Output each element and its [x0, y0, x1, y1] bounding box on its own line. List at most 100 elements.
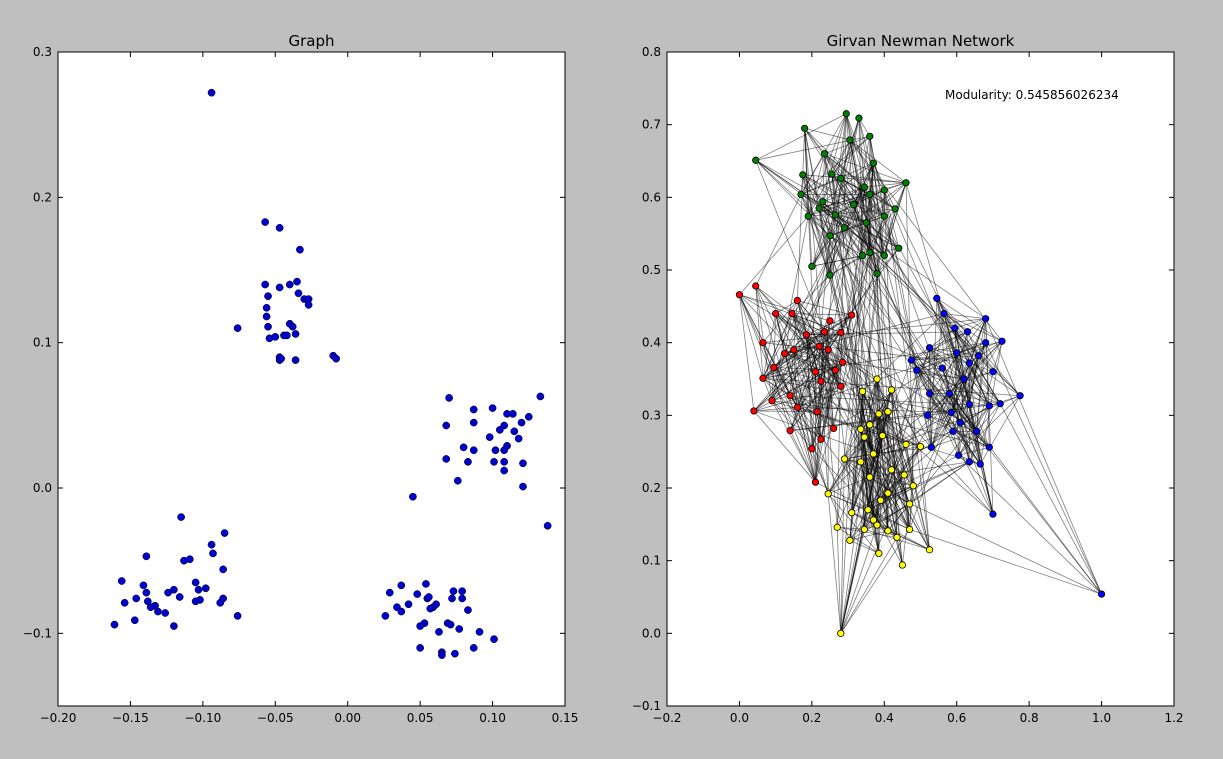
network-edge	[968, 404, 994, 515]
network-node	[848, 311, 856, 319]
network-edge	[844, 435, 883, 460]
graph-point	[426, 604, 435, 613]
graph-point	[209, 549, 217, 558]
network-node	[866, 190, 874, 199]
network-edge	[891, 469, 911, 530]
graph-point	[500, 466, 509, 475]
network-edge	[842, 314, 853, 363]
graph-point	[455, 625, 464, 633]
graph-point	[142, 588, 151, 597]
girvan-newman-ytick-label: 0.3	[642, 408, 661, 422]
network-edge	[930, 393, 950, 448]
network-node	[819, 198, 827, 206]
network-edge	[979, 463, 994, 515]
network-edge	[811, 186, 865, 267]
network-node	[815, 342, 823, 350]
network-node	[759, 374, 767, 382]
network-edge	[827, 458, 845, 494]
network-edge	[869, 435, 883, 478]
network-edge	[811, 227, 845, 267]
network-edge	[844, 458, 905, 476]
network-edge	[849, 139, 885, 191]
network-edge	[878, 413, 994, 515]
graph-ticks: −0.20 −0.15 −0.10 −0.05 0.00 0.05 0.10 0.15 −0.1…	[23, 45, 579, 725]
network-edge	[836, 527, 842, 634]
network-edge	[753, 410, 874, 455]
network-node	[913, 366, 921, 374]
network-edge	[853, 204, 930, 394]
network-edge	[883, 189, 918, 371]
network-edge	[911, 359, 990, 407]
graph-point	[117, 577, 126, 585]
girvan-newman-xtick-label: 1.2	[1164, 711, 1183, 725]
network-edge	[930, 352, 958, 448]
network-node	[826, 317, 834, 325]
graph-ytick-label: 0.1	[33, 336, 52, 350]
network-edge	[831, 174, 898, 538]
network-edge	[840, 458, 845, 634]
network-edge	[844, 378, 878, 460]
network-node	[829, 424, 838, 433]
network-node	[768, 397, 776, 405]
network-edge	[753, 361, 843, 412]
network-edge	[802, 174, 854, 205]
network-node	[902, 179, 910, 187]
network-node	[801, 124, 809, 132]
network-node	[797, 190, 805, 199]
graph-point	[233, 612, 242, 620]
graph-point	[275, 283, 284, 292]
network-edge	[840, 524, 878, 634]
graph-point	[458, 587, 467, 596]
network-edge	[797, 300, 932, 448]
graph-point	[130, 616, 139, 625]
network-node	[956, 418, 964, 427]
network-node	[772, 309, 780, 318]
network-edge	[865, 222, 878, 274]
network-edge	[762, 377, 952, 413]
network-edge	[911, 331, 968, 361]
graph-point	[264, 322, 272, 331]
graph-xtick-label: 0.05	[407, 711, 434, 725]
girvan-newman-ytick-label: 0.2	[642, 481, 661, 495]
graph-point	[442, 455, 451, 463]
network-edge	[869, 424, 874, 454]
network-edge	[840, 529, 865, 634]
graph-point	[294, 289, 303, 298]
graph-point	[381, 612, 390, 620]
graph-point	[449, 587, 458, 596]
graph-point	[146, 603, 155, 612]
girvan-newman-ticks: −0.2 0.0 0.2 0.4 0.6 0.8 1.0 1.2 −0.1 0.0 0.1 0.2 0.…	[632, 45, 1184, 725]
graph-point	[385, 588, 394, 597]
girvan-newman-xtick-label: 1.0	[1092, 711, 1111, 725]
network-edge	[969, 362, 990, 407]
graph-point	[451, 649, 459, 658]
network-edge	[762, 361, 843, 379]
graph-title: Graph	[288, 32, 334, 50]
girvan-newman-xtick-label: 0.0	[730, 711, 749, 725]
network-edge	[916, 327, 956, 371]
network-node	[846, 536, 854, 544]
network-edge	[911, 347, 930, 361]
network-node	[817, 377, 825, 385]
network-edge	[791, 313, 852, 316]
graph-point	[271, 333, 280, 341]
network-node	[875, 410, 883, 418]
network-node	[860, 433, 868, 441]
graph-ytick-label: 0.2	[33, 190, 52, 204]
network-node	[938, 364, 946, 372]
network-edge	[811, 255, 863, 267]
network-edge	[929, 393, 954, 432]
graph-xtick-label: 0.00	[334, 711, 361, 725]
network-edge	[929, 327, 956, 349]
network-edge	[869, 194, 885, 256]
network-node	[752, 282, 760, 290]
network-node	[866, 132, 874, 140]
network-node	[804, 212, 812, 220]
modularity-annotation: Modularity: 0.545856026234	[945, 88, 1119, 102]
graph-point	[216, 598, 225, 607]
network-edge	[873, 519, 930, 551]
network-edge	[804, 128, 833, 175]
network-node	[788, 309, 796, 318]
graph-point	[207, 88, 216, 97]
network-edge	[829, 235, 878, 274]
